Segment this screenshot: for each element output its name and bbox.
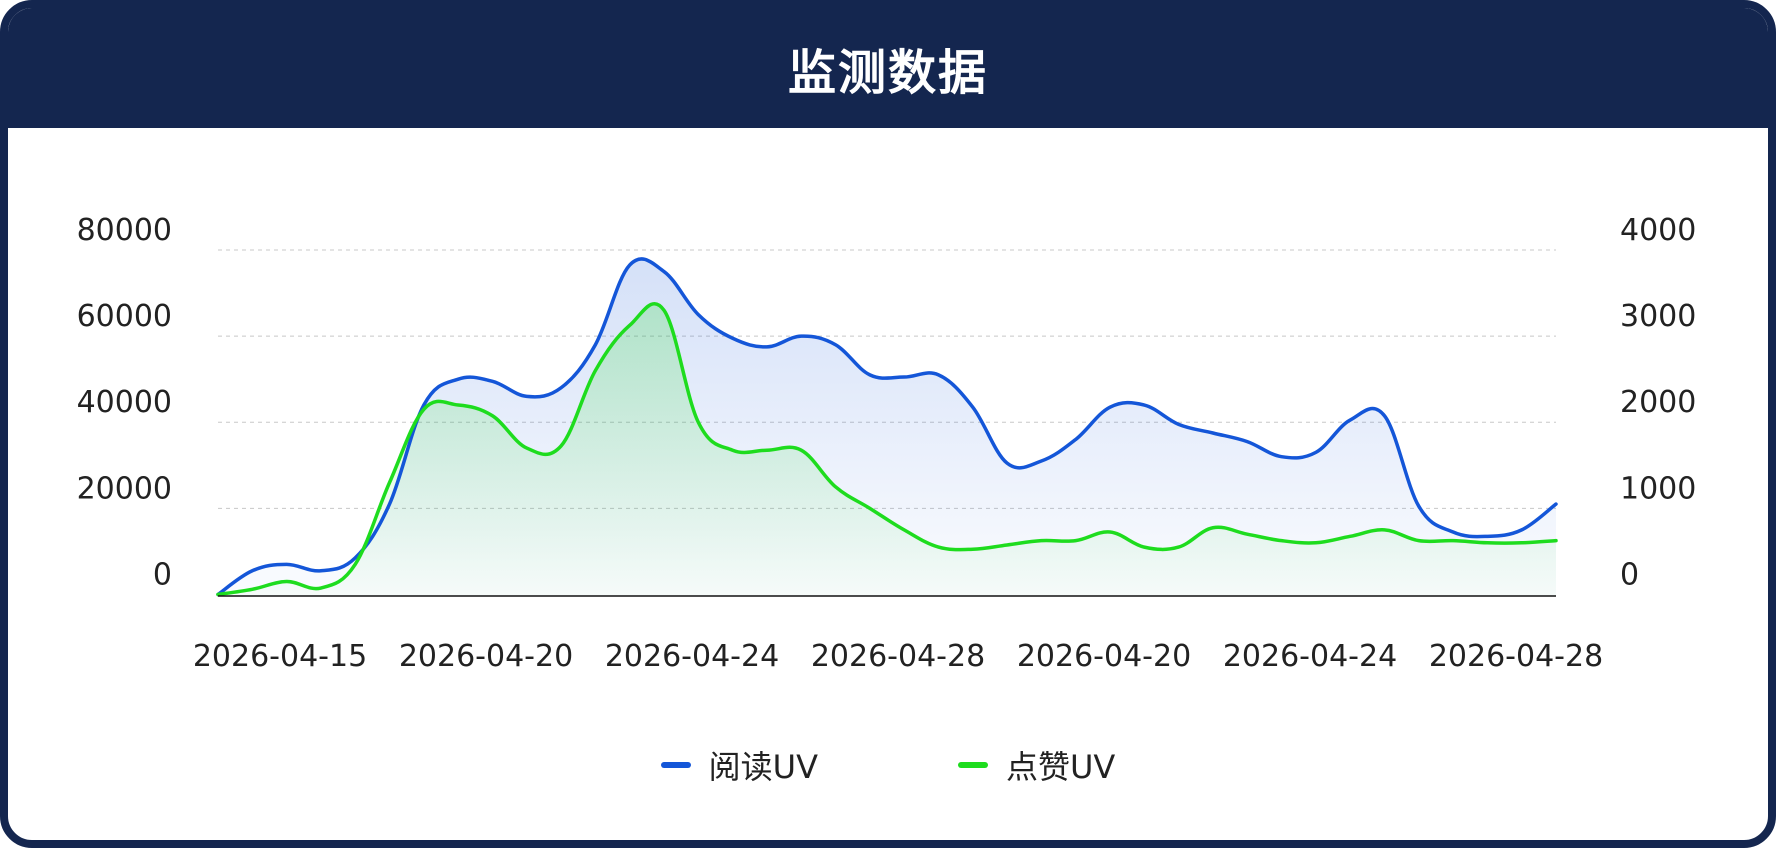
x-tick-label: 2026-04-20	[1017, 639, 1191, 674]
y-right-tick-label: 3000	[1620, 299, 1696, 334]
legend-label-read-uv: 阅读UV	[708, 748, 818, 786]
y-left-tick-label: 80000	[77, 213, 172, 248]
legend-swatch-read-uv	[660, 762, 691, 768]
x-tick-label: 2026-04-24	[605, 639, 779, 674]
y-right-tick-label: 4000	[1620, 213, 1696, 248]
series-line-0	[216, 257, 1558, 597]
x-tick-label: 2026-04-20	[399, 639, 573, 674]
legend-item-like-uv[interactable]: 点赞UV	[958, 742, 1115, 788]
x-tick-label: 2026-04-24	[1223, 639, 1397, 674]
legend-label-like-uv: 点赞UV	[1006, 748, 1116, 786]
x-tick-label: 2026-04-15	[193, 639, 367, 674]
series-line-1	[216, 302, 1558, 597]
y-left-tick-label: 20000	[77, 471, 172, 506]
y-left-tick-label: 40000	[77, 385, 172, 420]
header-bar: 监测数据	[8, 8, 1768, 128]
y-right-tick-label: 1000	[1620, 471, 1696, 506]
x-tick-label: 2026-04-28	[1429, 639, 1603, 674]
y-left-tick-label: 0	[153, 557, 172, 592]
y-right-tick-label: 2000	[1620, 385, 1696, 420]
y-right-tick-label: 0	[1620, 557, 1639, 592]
x-tick-label: 2026-04-28	[811, 639, 985, 674]
legend-item-read-uv[interactable]: 阅读UV	[660, 742, 818, 788]
y-left-tick-label: 60000	[77, 299, 172, 334]
chart-legend: 阅读UV 点赞UV	[0, 742, 1776, 788]
page-title: 监测数据	[787, 45, 988, 101]
legend-swatch-like-uv	[958, 762, 988, 768]
series-area-1	[218, 303, 1556, 596]
